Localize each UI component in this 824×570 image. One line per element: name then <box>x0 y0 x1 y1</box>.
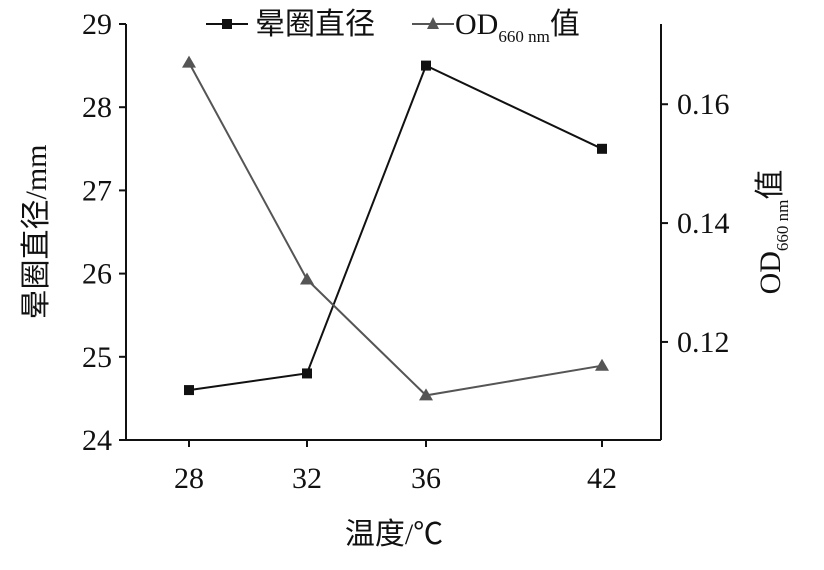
right-axis-ticks: 0.12 0.14 0.16 <box>661 88 730 359</box>
right-tick-label: 0.16 <box>677 88 730 121</box>
right-tick-label: 0.12 <box>677 326 730 359</box>
data-point-halo-diameter <box>302 368 312 379</box>
left-axis-title: 晕圈直径/mm <box>20 144 53 319</box>
data-point-od <box>419 388 433 401</box>
series-line-halo-diameter <box>188 64 603 392</box>
left-tick-label: 24 <box>82 424 112 457</box>
x-tick-label: 28 <box>174 462 204 495</box>
series-layer <box>182 55 609 401</box>
legend-label-halo-diameter: 晕圈直径 <box>255 8 375 41</box>
right-axis-title: OD660 nm值 <box>754 170 792 295</box>
left-tick-label: 29 <box>82 8 112 41</box>
left-tick-label: 27 <box>82 174 112 207</box>
left-tick-label: 26 <box>82 258 112 291</box>
right-tick-label: 0.14 <box>677 207 730 240</box>
x-axis-ticks: 28 32 36 42 <box>174 440 617 495</box>
x-tick-label: 32 <box>292 462 322 495</box>
data-point-od <box>182 55 196 68</box>
x-axis-title: 温度/℃ <box>345 518 443 551</box>
legend: 晕圈直径 OD660 nm值 <box>206 8 580 46</box>
data-point-halo-diameter <box>421 60 431 71</box>
data-point-halo-diameter <box>184 385 194 396</box>
legend-marker-square <box>222 19 232 29</box>
left-tick-label: 28 <box>82 91 112 124</box>
legend-label-od: OD660 nm值 <box>455 8 580 46</box>
x-tick-label: 36 <box>411 462 441 495</box>
axes <box>125 24 662 441</box>
data-point-od <box>595 358 609 371</box>
left-tick-label: 25 <box>82 341 112 374</box>
legend-marker-triangle <box>427 17 439 29</box>
data-point-halo-diameter <box>597 143 607 154</box>
left-axis-ticks: 24 25 26 27 28 29 <box>82 8 126 457</box>
series-line-od <box>188 62 603 397</box>
x-tick-label: 42 <box>587 462 617 495</box>
data-point-od <box>300 272 314 285</box>
